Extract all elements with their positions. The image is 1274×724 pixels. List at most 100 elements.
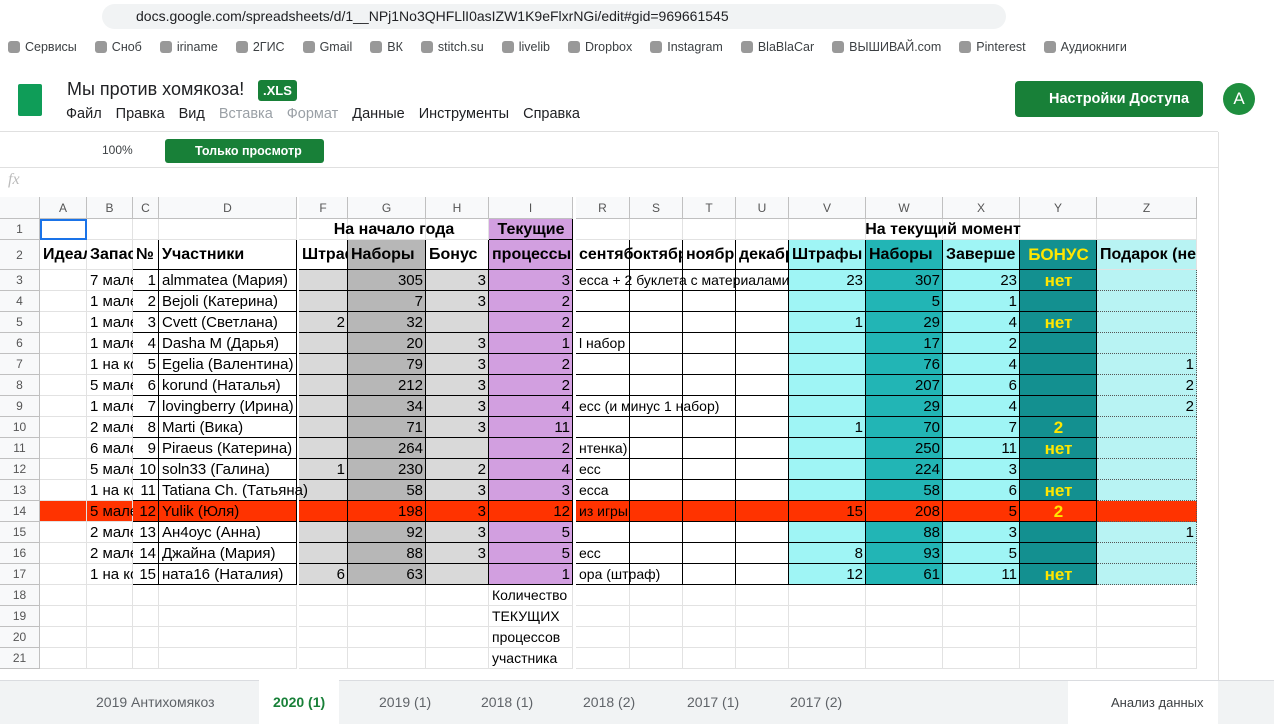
bookmark[interactable]: Сноб	[95, 34, 142, 60]
column-header[interactable]: U	[736, 197, 789, 219]
row-header[interactable]: 4	[0, 291, 40, 312]
row-header[interactable]: 7	[0, 354, 40, 375]
menu-item[interactable]: Вид	[178, 106, 205, 122]
column-header[interactable]: T	[683, 197, 736, 219]
sheets-logo[interactable]	[18, 84, 42, 116]
cell	[789, 543, 866, 564]
share-button[interactable]: Настройки Доступа	[1015, 81, 1203, 117]
column-header[interactable]: X	[943, 197, 1020, 219]
row-header[interactable]: 17	[0, 564, 40, 585]
cell-text: Yulik (Юля)	[162, 503, 240, 520]
row-header[interactable]: 11	[0, 438, 40, 459]
row-header[interactable]: 6	[0, 333, 40, 354]
sheet-tabs	[0, 680, 1274, 724]
bookmark[interactable]: livelib	[502, 34, 550, 60]
cell-text: 2	[477, 461, 486, 478]
column-header[interactable]: Y	[1020, 197, 1097, 219]
bookmark[interactable]: Gmail	[303, 34, 353, 60]
cell	[299, 396, 348, 417]
cell	[736, 219, 789, 240]
row-header[interactable]: 19	[0, 606, 40, 627]
cell-text: 2 мале	[90, 419, 133, 436]
row-header[interactable]: 15	[0, 522, 40, 543]
cell-text: 2 мале	[90, 545, 133, 562]
cell	[943, 627, 1020, 648]
bookmark[interactable]: Pinterest	[959, 34, 1025, 60]
bookmark[interactable]: Dropbox	[568, 34, 632, 60]
row-header[interactable]: 10	[0, 417, 40, 438]
row-header[interactable]: 13	[0, 480, 40, 501]
doc-title[interactable]: Мы против хомякоза!	[67, 79, 245, 99]
formula-label: fx	[8, 171, 20, 188]
sheet-tab[interactable]: 2017 (2)	[790, 694, 843, 710]
cell	[683, 438, 736, 459]
cell	[1097, 627, 1197, 648]
row-header[interactable]: 9	[0, 396, 40, 417]
menu-item[interactable]: Данные	[352, 106, 405, 122]
bookmark[interactable]: BlaBlaCar	[741, 34, 814, 60]
column-header[interactable]: F	[299, 197, 348, 219]
menu-item[interactable]: Файл	[66, 106, 102, 122]
bookmark[interactable]: iriname	[160, 34, 218, 60]
view-mode[interactable]: Только просмотр	[165, 139, 324, 163]
row-header[interactable]: 20	[0, 627, 40, 648]
address-bar[interactable]: docs.google.com/spreadsheets/d/1__NPj1No…	[102, 4, 1006, 29]
column-header[interactable]: V	[789, 197, 866, 219]
row-header[interactable]: 21	[0, 648, 40, 669]
menu-item[interactable]: Справка	[523, 106, 580, 122]
column-header[interactable]: Z	[1097, 197, 1197, 219]
sheet-tab[interactable]: 2019 (1)	[379, 694, 432, 710]
zoom[interactable]: 100%	[102, 143, 133, 157]
sheet-tab[interactable]: 2020 (1)	[259, 680, 340, 724]
row-header[interactable]: 8	[0, 375, 40, 396]
sheet-tab[interactable]: 2018 (1)	[481, 694, 534, 710]
column-header[interactable]: D	[159, 197, 297, 219]
column-header[interactable]: C	[133, 197, 159, 219]
column-header[interactable]: B	[87, 197, 133, 219]
row-header[interactable]: 3	[0, 270, 40, 291]
column-header[interactable]: H	[426, 197, 489, 219]
column-header[interactable]: R	[576, 197, 630, 219]
row-header[interactable]: 18	[0, 585, 40, 606]
bookmark[interactable]: ВЫШИВАЙ.com	[832, 34, 941, 60]
cell	[426, 480, 489, 501]
row-header[interactable]: 12	[0, 459, 40, 480]
cell-text: 208	[914, 503, 940, 520]
bookmark[interactable]: Instagram	[650, 34, 723, 60]
cell	[683, 417, 736, 438]
column-header[interactable]: W	[866, 197, 943, 219]
bookmark[interactable]: Аудиокниги	[1044, 34, 1127, 60]
row-header[interactable]: 1	[0, 219, 40, 240]
explore-button[interactable]: Анализ данных	[1068, 681, 1218, 724]
sheet-tab[interactable]: 2017 (1)	[687, 694, 740, 710]
row-header[interactable]: 14	[0, 501, 40, 522]
cell-text: 29	[923, 398, 940, 415]
avatar[interactable]: A	[1223, 83, 1255, 115]
sheet-tab[interactable]: 2018 (2)	[583, 694, 636, 710]
row-header[interactable]: 5	[0, 312, 40, 333]
bookmark[interactable]: Сервисы	[8, 34, 77, 60]
cell	[299, 333, 348, 354]
menu-item[interactable]: Формат	[286, 106, 339, 122]
row-header[interactable]: 2	[0, 240, 40, 270]
column-header[interactable]: G	[348, 197, 426, 219]
cell	[1020, 417, 1097, 438]
bookmark[interactable]: stitch.su	[421, 34, 484, 60]
bookmark[interactable]: ВК	[370, 34, 403, 60]
sheet-tab[interactable]: 2019 Антихомякоз	[96, 694, 215, 710]
menu-item[interactable]: Инструменты	[418, 106, 510, 122]
column-header[interactable]: S	[630, 197, 683, 219]
column-header[interactable]: I	[489, 197, 573, 219]
bookmark[interactable]: 2ГИС	[236, 34, 285, 60]
cell-text: Запас	[90, 246, 133, 263]
cell	[299, 375, 348, 396]
menu-item[interactable]: Вставка	[218, 106, 273, 122]
cell	[299, 606, 348, 627]
cell	[789, 291, 866, 312]
cell	[630, 375, 683, 396]
menu-item[interactable]: Правка	[115, 106, 165, 122]
cell	[866, 648, 943, 669]
column-header[interactable]: A	[40, 197, 87, 219]
row-header[interactable]: 16	[0, 543, 40, 564]
cell-text: 1	[854, 314, 863, 331]
